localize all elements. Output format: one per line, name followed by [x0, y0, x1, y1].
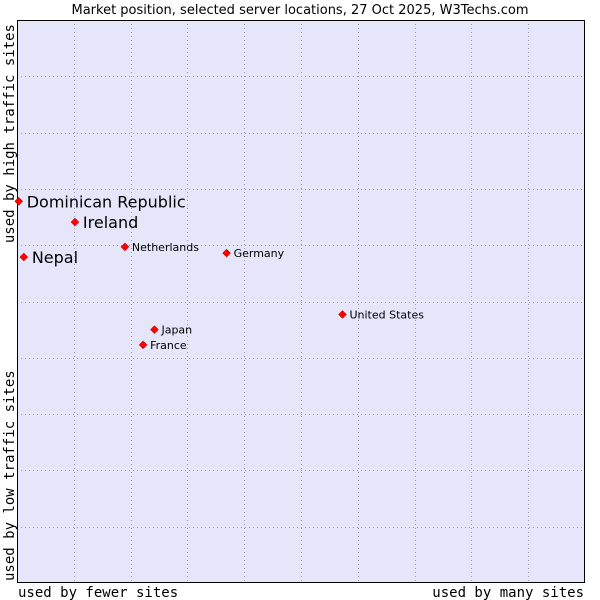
y-axis-label-bottom: used by low traffic sites — [2, 370, 18, 581]
point-label-ireland: Ireland — [83, 213, 138, 232]
point-marker-united-states — [338, 310, 347, 319]
point-marker-germany — [222, 248, 231, 258]
point-label-netherlands: Netherlands — [132, 241, 199, 254]
x-axis-label-left: used by fewer sites — [18, 585, 178, 600]
point-label-nepal: Nepal — [32, 248, 78, 267]
point-label-united-states: United States — [349, 308, 424, 321]
data-points: Dominican Republic Ireland Nepal Netherland… — [14, 192, 424, 352]
y-axis-label-top: used by high traffic sites — [2, 24, 18, 243]
plot-frame — [17, 20, 585, 583]
point-marker-japan — [150, 325, 159, 335]
chart-title: Market position, selected server locatio… — [71, 3, 528, 18]
point-label-dominican-republic: Dominican Republic — [27, 192, 186, 211]
point-label-france: France — [150, 339, 187, 352]
point-label-germany: Germany — [234, 247, 285, 260]
point-label-japan: Japan — [160, 324, 192, 337]
x-axis-label-right: used by many sites — [432, 585, 584, 600]
point-marker-netherlands — [120, 242, 130, 252]
point-marker-dominican-republic — [14, 196, 24, 206]
grid-lines — [17, 20, 585, 583]
point-marker-ireland — [70, 217, 80, 227]
plot-area — [17, 20, 585, 583]
point-marker-france — [138, 340, 148, 350]
point-marker-nepal — [19, 252, 29, 262]
